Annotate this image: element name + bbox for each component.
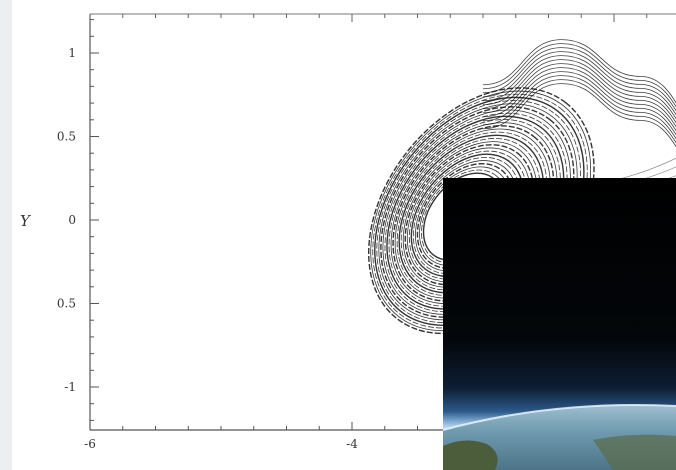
atmosphere-limb	[443, 404, 676, 431]
upper-strand	[482, 43, 676, 108]
y-tick-label: -1	[64, 380, 76, 394]
y-tick-label: 0.5	[57, 297, 76, 311]
upper-strand	[482, 83, 676, 148]
attractor-ring	[408, 150, 528, 280]
upper-strand	[482, 59, 676, 124]
upper-strand	[482, 71, 676, 136]
earth-horizon-image	[443, 178, 676, 470]
upper-strand	[482, 75, 676, 140]
axis-labels: Y	[20, 212, 32, 230]
y-tick-label: 0.5	[57, 130, 76, 144]
attractor-ring	[368, 87, 595, 335]
upper-strand	[482, 67, 676, 132]
left-border-strip	[0, 0, 12, 470]
upper-strand	[482, 51, 676, 116]
y-tick-label: 0	[68, 213, 76, 227]
upper-strand	[482, 39, 676, 104]
upper-strand	[482, 79, 676, 144]
x-tick-label: -4	[346, 437, 358, 451]
upper-strand	[482, 55, 676, 120]
upper-strand	[482, 63, 676, 128]
earth-horizon-photo	[443, 178, 676, 470]
land-mass	[443, 440, 498, 470]
x-tick-label: -6	[84, 437, 96, 451]
y-axis-label: Y	[20, 212, 32, 230]
attractor-ring	[412, 157, 521, 275]
plot-axes: -6-4-210.500.5-1	[57, 13, 676, 451]
upper-strand	[482, 47, 676, 112]
y-tick-label: 1	[68, 46, 76, 60]
attractor-ring	[372, 93, 588, 329]
land-coast	[593, 434, 676, 470]
